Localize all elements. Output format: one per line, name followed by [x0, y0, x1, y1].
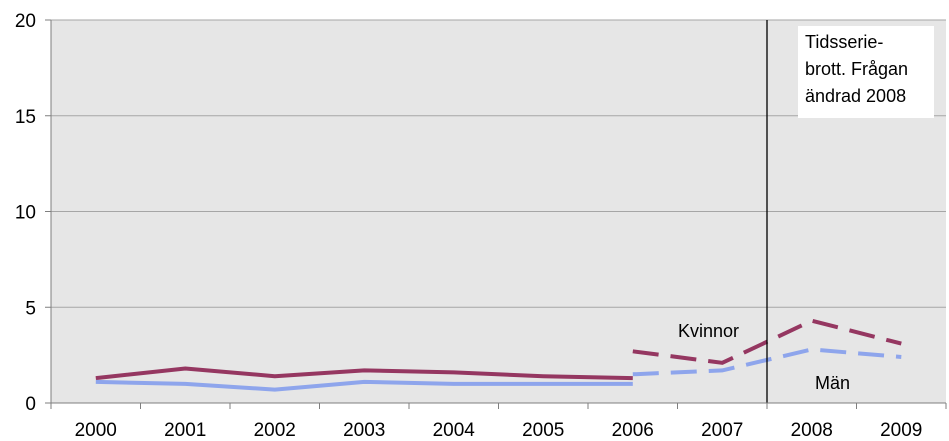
x-tick-label-2006: 2006	[612, 420, 654, 441]
x-tick-label-2009: 2009	[880, 420, 922, 441]
annotation-line-1: Tidsserie-	[805, 32, 883, 52]
series-label-kvinnor: Kvinnor	[678, 321, 739, 341]
grid-lines	[51, 19, 946, 308]
y-tick-label-20: 20	[15, 11, 36, 32]
x-tick-label-2005: 2005	[522, 420, 564, 441]
x-tick-label-2003: 2003	[343, 420, 385, 441]
series-labels: Kvinnor Män	[678, 321, 850, 393]
annotation-line-2: brott. Frågan	[805, 59, 908, 79]
y-tick-label-5: 5	[25, 298, 36, 319]
annotation: Tidsserie- brott. Frågan ändrad 2008	[798, 26, 934, 118]
series-label-man: Män	[815, 373, 850, 393]
x-tick-label-2000: 2000	[75, 420, 117, 441]
x-tick-label-2004: 2004	[433, 420, 476, 441]
x-tick-label-2008: 2008	[791, 420, 833, 441]
annotation-line-3: ändrad 2008	[805, 86, 906, 106]
y-tick-labels: 0 5 10 15 20	[15, 11, 36, 415]
y-tick-label-0: 0	[25, 394, 36, 415]
x-tick-label-2007: 2007	[701, 420, 743, 441]
y-tick-label-10: 10	[15, 203, 36, 224]
x-tick-label-2001: 2001	[164, 420, 206, 441]
annotation-background	[798, 26, 934, 118]
x-tick-labels: 2000 2001 2002 2003 2004 2005 2006 2007 2008 2009	[75, 420, 923, 441]
x-tick-label-2002: 2002	[254, 420, 296, 441]
series-line-m-n	[95, 379, 633, 392]
series-line-kvinnor	[95, 366, 633, 381]
axes	[45, 19, 947, 409]
y-tick-label-15: 15	[15, 107, 36, 128]
